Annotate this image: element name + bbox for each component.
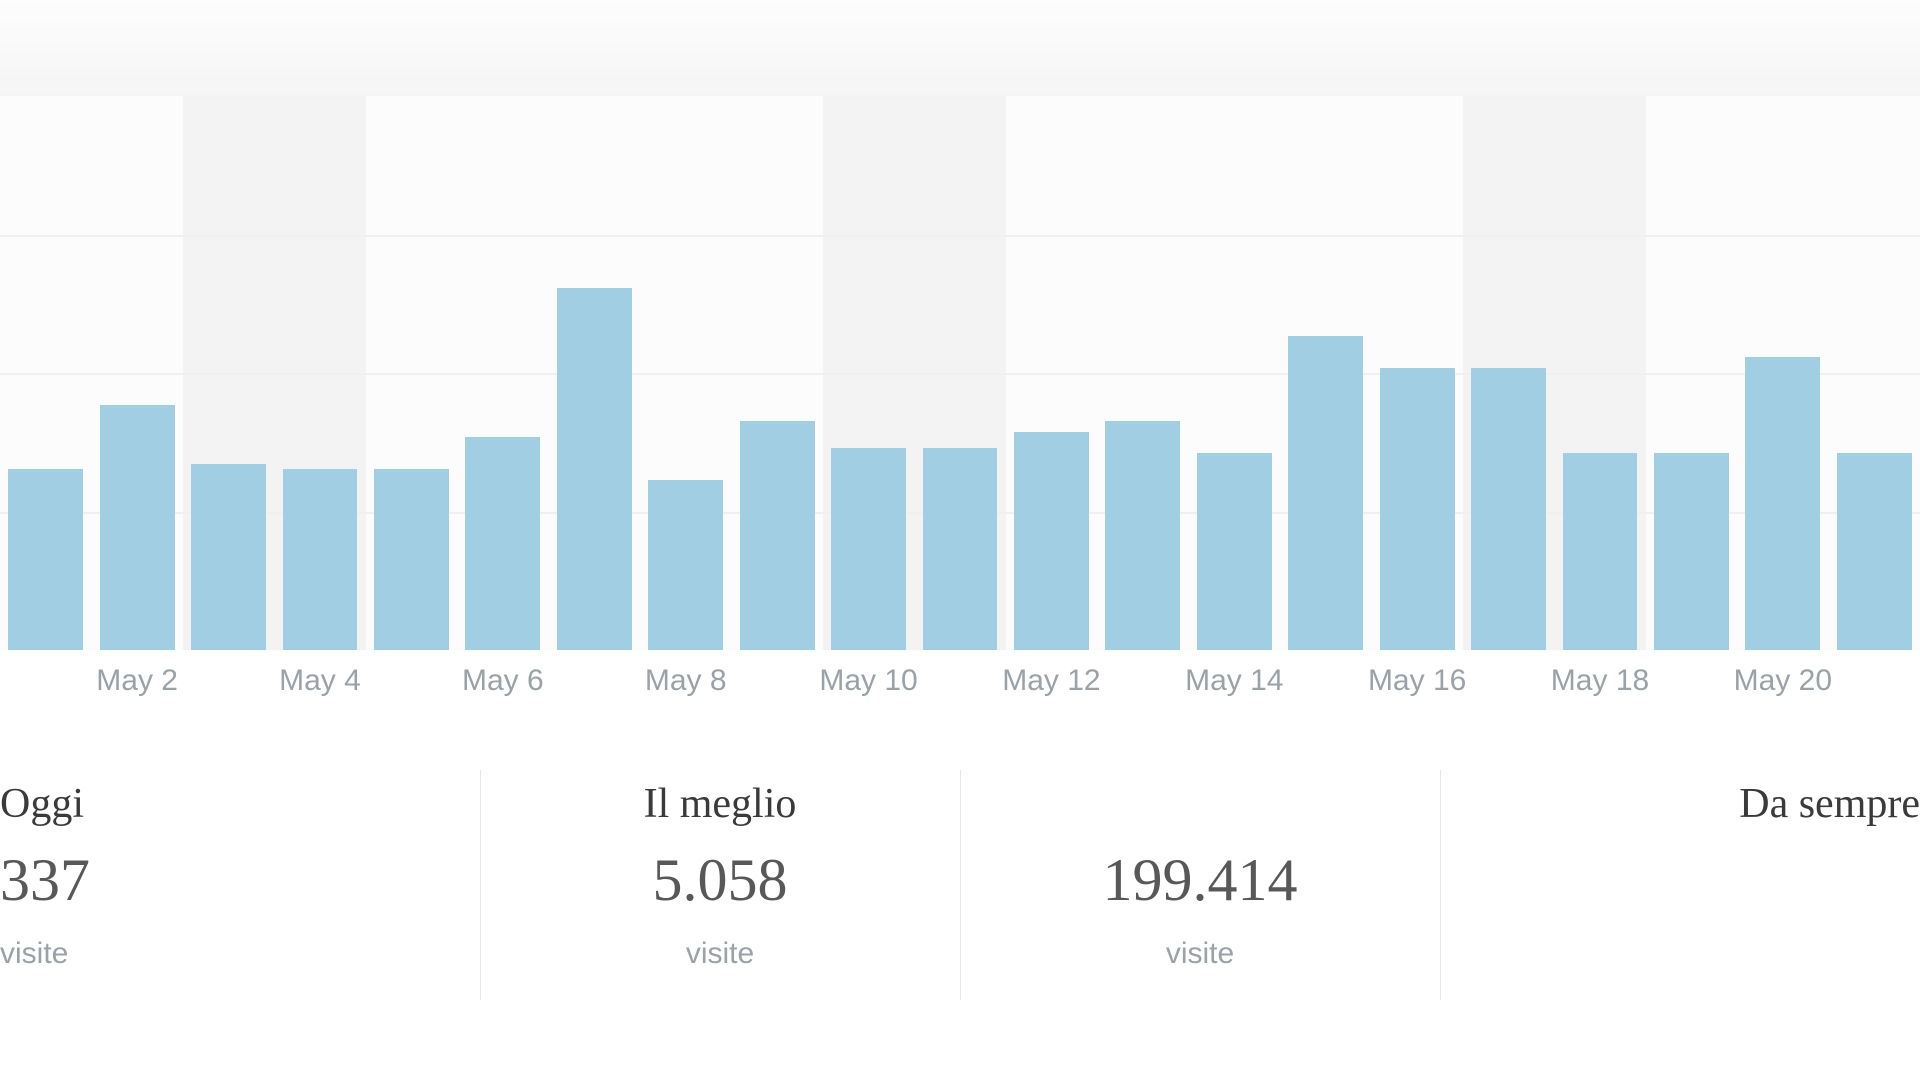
stat-overall-value-block: 199.414 visite (960, 760, 1440, 971)
visits-bar[interactable] (1105, 421, 1180, 650)
chart-bars (0, 96, 1920, 650)
stats-panel: Oggi 337 visite Il meglio 5.058 visite 1… (0, 760, 1920, 1060)
x-axis-label: May 12 (1002, 664, 1100, 698)
visits-bar[interactable] (8, 469, 83, 650)
stat-overall-spacer (960, 780, 1440, 828)
visits-bar[interactable] (1837, 453, 1912, 650)
visits-bar[interactable] (557, 288, 632, 650)
chart-toolbar (0, 0, 1920, 97)
visits-bar[interactable] (1197, 453, 1272, 650)
chart-x-axis: May 2 May 4 May 6 May 8 May 10 May 12 May 14 Ma… (0, 650, 1920, 720)
x-axis-label: May 2 (96, 664, 178, 698)
x-axis-label: May 4 (279, 664, 361, 698)
x-axis-label: May 10 (819, 664, 917, 698)
stat-today-unit: visite (0, 937, 480, 971)
stat-today: Oggi 337 visite (0, 760, 480, 971)
stat-overall-unit: visite (960, 937, 1440, 971)
x-axis-label: May 6 (462, 664, 544, 698)
visits-bar[interactable] (1563, 453, 1638, 650)
visits-bar[interactable] (648, 480, 723, 650)
visits-bar[interactable] (283, 469, 358, 650)
visits-bar[interactable] (374, 469, 449, 650)
stat-overall-title: Da sempre (1440, 780, 1920, 828)
visits-bar[interactable] (740, 421, 815, 650)
x-axis-label: May 14 (1185, 664, 1283, 698)
visits-bar[interactable] (1745, 357, 1820, 650)
stat-best-unit: visite (480, 937, 960, 971)
visits-bar[interactable] (923, 448, 998, 650)
stat-today-title: Oggi (0, 780, 480, 828)
stat-best: Il meglio 5.058 visite (480, 760, 960, 971)
stat-overall-value: 199.414 (960, 846, 1440, 915)
visits-bar[interactable] (1654, 453, 1729, 650)
stat-best-title: Il meglio (480, 780, 960, 828)
chart-plot-area (0, 96, 1920, 650)
visits-bar[interactable] (465, 437, 540, 650)
visits-bar[interactable] (831, 448, 906, 650)
visits-bar[interactable] (100, 405, 175, 650)
stat-today-value: 337 (0, 846, 480, 915)
visits-bar[interactable] (1288, 336, 1363, 650)
visits-chart-panel: May 2 May 4 May 6 May 8 May 10 May 12 May 14 Ma… (0, 0, 1920, 720)
x-axis-label: May 18 (1551, 664, 1649, 698)
x-axis-label: May 20 (1734, 664, 1832, 698)
stat-best-value: 5.058 (480, 846, 960, 915)
visits-bar[interactable] (1380, 368, 1455, 650)
visits-bar[interactable] (1471, 368, 1546, 650)
x-axis-label: May 16 (1368, 664, 1466, 698)
x-axis-label: May 8 (645, 664, 727, 698)
stat-overall: Da sempre (1440, 760, 1920, 828)
visits-bar[interactable] (1014, 432, 1089, 650)
visits-bar[interactable] (191, 464, 266, 650)
